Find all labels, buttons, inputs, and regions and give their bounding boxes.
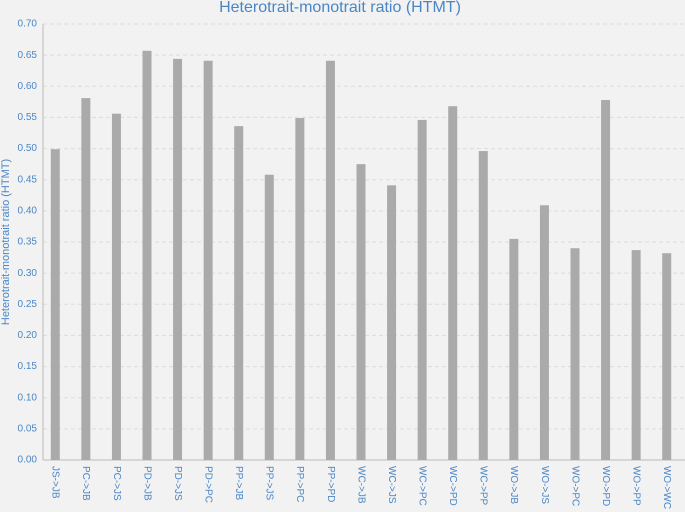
x-tick-label: PC->JS — [111, 466, 122, 501]
x-tick-label: WC->PP — [478, 466, 489, 506]
y-tick-label: 0.45 — [18, 174, 38, 185]
x-tick-label: WC->PD — [447, 466, 458, 506]
y-tick-label: 0.40 — [18, 205, 38, 216]
bar — [478, 151, 488, 460]
y-tick-label: 0.00 — [18, 455, 38, 466]
bar — [356, 164, 366, 460]
bar — [417, 119, 427, 461]
x-tick-label: PC->JB — [80, 466, 91, 501]
x-tick-label: PP->PD — [325, 466, 336, 502]
x-tick-label: WO->PP — [631, 466, 642, 506]
x-tick-label: WC->JB — [355, 466, 366, 504]
y-tick-label: 0.25 — [18, 299, 38, 310]
y-tick-label: 0.30 — [18, 268, 38, 279]
y-tick-label: 0.10 — [18, 392, 38, 403]
x-tick-label: PD->PC — [203, 466, 214, 503]
y-tick-label: 0.05 — [18, 423, 38, 434]
y-axis-label: Heterotrait-monotrait ratio (HTMT) — [0, 159, 12, 325]
x-tick-label: WO->WC — [661, 466, 672, 509]
x-tick-label: WO->PD — [600, 466, 611, 506]
y-tick-label: 0.70 — [18, 19, 38, 30]
chart-title: Heterotrait-monotrait ratio (HTMT) — [219, 0, 461, 16]
bar — [203, 60, 213, 461]
x-tick-label: PP->JS — [264, 466, 275, 501]
bar — [173, 58, 183, 460]
x-tick-label: WC->JS — [386, 466, 397, 504]
y-tick-label: 0.60 — [18, 81, 38, 92]
bar — [570, 248, 580, 460]
bar — [509, 238, 519, 460]
bar — [50, 149, 60, 461]
x-tick-label: PD->JB — [141, 466, 152, 501]
y-tick-label: 0.35 — [18, 237, 38, 248]
bar — [111, 113, 121, 460]
x-tick-label: WO->PC — [569, 466, 580, 506]
bar — [601, 99, 611, 460]
y-tick-label: 0.50 — [18, 143, 38, 154]
x-tick-label: WC->PC — [417, 466, 428, 506]
y-tick-label: 0.20 — [18, 330, 38, 341]
bar — [448, 106, 458, 461]
x-tick-label: PP->JB — [233, 466, 244, 501]
y-tick-label: 0.65 — [18, 50, 38, 61]
bar — [234, 126, 244, 461]
bar — [662, 253, 672, 460]
y-tick-label: 0.15 — [18, 361, 38, 372]
bar — [387, 185, 397, 460]
bar — [81, 98, 91, 461]
bar — [631, 250, 641, 460]
bar — [264, 174, 274, 460]
x-tick-label: WO->JS — [539, 466, 550, 504]
x-tick-label: JS->JB — [50, 466, 61, 499]
bar — [295, 118, 305, 461]
x-tick-label: PD->JS — [172, 466, 183, 501]
bar — [325, 60, 335, 461]
y-tick-label: 0.55 — [18, 112, 38, 123]
x-tick-label: WO->JB — [508, 466, 519, 504]
bar — [539, 205, 549, 460]
bar — [142, 50, 152, 460]
x-tick-label: PP->PC — [294, 466, 305, 502]
